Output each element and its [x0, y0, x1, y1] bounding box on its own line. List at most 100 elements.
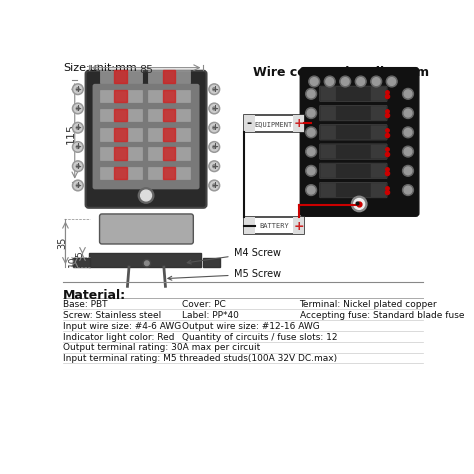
Circle shape: [76, 126, 80, 129]
Circle shape: [307, 128, 315, 136]
Circle shape: [402, 89, 413, 99]
Circle shape: [74, 163, 82, 170]
Circle shape: [74, 85, 82, 93]
FancyBboxPatch shape: [147, 167, 190, 179]
Circle shape: [402, 108, 413, 118]
Circle shape: [213, 164, 216, 168]
Text: Output wire size: #12-16 AWG: Output wire size: #12-16 AWG: [182, 322, 319, 331]
Bar: [114, 109, 127, 121]
Circle shape: [74, 105, 82, 112]
Text: Input terminal rating: M5 threaded studs(100A 32V DC.max): Input terminal rating: M5 threaded studs…: [63, 354, 337, 363]
Circle shape: [209, 103, 219, 114]
Circle shape: [76, 88, 80, 91]
Circle shape: [210, 85, 218, 93]
Circle shape: [209, 142, 219, 152]
FancyBboxPatch shape: [293, 217, 304, 234]
Circle shape: [306, 127, 317, 138]
Circle shape: [351, 196, 367, 212]
Circle shape: [213, 126, 216, 129]
Circle shape: [143, 259, 151, 267]
FancyBboxPatch shape: [86, 71, 207, 208]
FancyBboxPatch shape: [147, 71, 190, 83]
Text: Label: PP*40: Label: PP*40: [182, 311, 238, 320]
Circle shape: [306, 146, 317, 157]
FancyBboxPatch shape: [202, 258, 219, 267]
Text: Indicator light color: Red: Indicator light color: Red: [63, 333, 174, 342]
Text: Cover: PC: Cover: PC: [182, 300, 226, 309]
Circle shape: [141, 190, 152, 201]
Text: Accepting fuse: Standard blade fuse: Accepting fuse: Standard blade fuse: [300, 311, 464, 320]
FancyBboxPatch shape: [100, 71, 142, 83]
FancyBboxPatch shape: [244, 115, 255, 132]
FancyBboxPatch shape: [371, 145, 386, 158]
Circle shape: [76, 107, 80, 110]
Bar: [163, 128, 175, 141]
Text: M4 Screw: M4 Screw: [187, 247, 281, 264]
Text: +: +: [293, 220, 304, 233]
Circle shape: [324, 76, 335, 87]
FancyBboxPatch shape: [319, 86, 387, 101]
FancyBboxPatch shape: [89, 253, 201, 267]
Text: 10: 10: [68, 256, 77, 267]
Circle shape: [209, 180, 219, 191]
Circle shape: [307, 167, 315, 175]
FancyBboxPatch shape: [371, 164, 386, 178]
Circle shape: [306, 165, 317, 176]
Text: +: +: [211, 181, 218, 190]
Text: +: +: [211, 143, 218, 152]
Circle shape: [354, 199, 365, 210]
Text: Wire connection diagram: Wire connection diagram: [253, 66, 429, 79]
Text: +: +: [74, 162, 82, 171]
FancyBboxPatch shape: [92, 84, 200, 189]
Bar: [114, 167, 127, 179]
Circle shape: [74, 124, 82, 132]
Bar: [114, 71, 127, 83]
Text: M5 Screw: M5 Screw: [168, 269, 281, 280]
FancyBboxPatch shape: [371, 183, 386, 197]
FancyBboxPatch shape: [100, 147, 142, 160]
Text: 115: 115: [66, 123, 76, 145]
Bar: [114, 90, 127, 102]
Circle shape: [404, 128, 412, 136]
FancyBboxPatch shape: [293, 115, 304, 132]
FancyBboxPatch shape: [100, 109, 142, 121]
Circle shape: [209, 84, 219, 95]
Circle shape: [326, 78, 334, 85]
Circle shape: [307, 186, 315, 194]
Text: Output terminal rating: 30A max per circuit: Output terminal rating: 30A max per circ…: [63, 343, 260, 352]
Circle shape: [402, 165, 413, 176]
Circle shape: [76, 146, 80, 148]
FancyBboxPatch shape: [319, 144, 387, 159]
FancyBboxPatch shape: [300, 68, 419, 216]
Text: +: +: [74, 104, 82, 113]
Circle shape: [74, 143, 82, 151]
Circle shape: [76, 184, 80, 187]
Text: +: +: [211, 123, 218, 132]
Circle shape: [306, 185, 317, 195]
Text: EQUIPMENT: EQUIPMENT: [255, 121, 293, 127]
FancyBboxPatch shape: [147, 109, 190, 121]
Circle shape: [213, 146, 216, 148]
Circle shape: [388, 78, 396, 85]
Bar: [163, 90, 175, 102]
Circle shape: [404, 109, 412, 117]
Circle shape: [209, 161, 219, 172]
Bar: [114, 128, 127, 141]
Text: Quantity of circuits / fuse slots: 12: Quantity of circuits / fuse slots: 12: [182, 333, 337, 342]
Bar: [163, 147, 175, 160]
Circle shape: [74, 182, 82, 189]
Circle shape: [373, 78, 380, 85]
FancyBboxPatch shape: [100, 214, 193, 244]
Circle shape: [210, 182, 218, 189]
Circle shape: [76, 164, 80, 168]
Circle shape: [210, 143, 218, 151]
FancyBboxPatch shape: [320, 87, 336, 101]
Text: +: +: [293, 118, 304, 130]
Text: -: -: [246, 220, 252, 233]
Circle shape: [145, 261, 149, 265]
FancyBboxPatch shape: [100, 167, 142, 179]
Text: Size:unit:mm: Size:unit:mm: [63, 63, 137, 73]
FancyBboxPatch shape: [320, 106, 336, 120]
FancyBboxPatch shape: [147, 147, 190, 160]
Circle shape: [404, 167, 412, 175]
